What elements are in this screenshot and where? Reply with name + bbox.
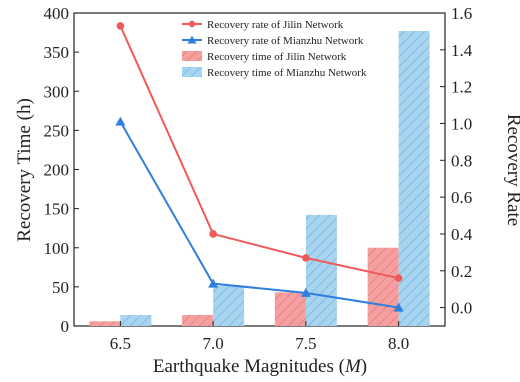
marker-jilin-0 — [116, 22, 125, 30]
bar-jilin-1 — [182, 315, 214, 326]
marker-mianzhu-1 — [208, 278, 219, 288]
axes-layer: 0 50 100 150 200 250 300 350 400 0.0 0.2 0.4 0.6 0.8 1… — [44, 4, 473, 353]
y-left-tick-label-7: 350 — [44, 43, 70, 62]
marker-mianzhu-3 — [393, 302, 404, 312]
y-right-tick-label-7: 1.4 — [451, 41, 473, 60]
y-right-tick-label-6: 1.2 — [451, 78, 472, 97]
x-tick-label-0: 6.5 — [110, 334, 131, 353]
y-right-tick-label-2: 0.4 — [451, 225, 473, 244]
y-left-tick-label-5: 250 — [44, 121, 70, 140]
y-left-tick-label-6: 300 — [44, 82, 70, 101]
bar-mianzhu-1 — [213, 286, 245, 326]
y-left-tick-label-3: 150 — [44, 200, 70, 219]
y-left-tick-label-4: 200 — [44, 161, 70, 180]
bars-layer — [89, 30, 430, 327]
marker-mianzhu-2 — [300, 287, 311, 297]
y-right-tick-label-8: 1.6 — [451, 4, 472, 23]
legend-swatch-3 — [182, 67, 202, 77]
bar-mianzhu-2 — [305, 214, 337, 326]
y-left-tick-label-1: 50 — [52, 278, 69, 297]
x-axis-label: Earthquake Magnitudes (M) — [153, 356, 367, 377]
legend-marker-0 — [188, 20, 196, 28]
legend-label-3: Recovery time of Mianzhu Network — [207, 67, 367, 79]
legend-label-2: Recovery time of Jilin Network — [207, 51, 347, 63]
y-right-tick-label-1: 0.2 — [451, 262, 472, 281]
bar-jilin-3 — [367, 247, 399, 326]
marker-jilin-3 — [394, 274, 403, 282]
marker-jilin-2 — [302, 254, 310, 262]
y-right-tick-label-4: 0.8 — [451, 151, 472, 170]
bar-mianzhu-0 — [120, 315, 152, 326]
legend-marker-1 — [187, 35, 197, 44]
y-right-tick-label-3: 0.6 — [451, 188, 472, 207]
y-left-tick-label-8: 400 — [44, 4, 70, 23]
lines-layer — [115, 22, 404, 312]
x-tick-label-2: 7.5 — [295, 334, 316, 353]
legend-label-1: Recovery rate of Mianzhu Network — [207, 35, 364, 47]
y-right-tick-label-5: 1.0 — [451, 114, 472, 133]
y-axis-right-label: Recovery Rate — [503, 114, 520, 226]
line-mianzhu — [119, 121, 399, 309]
marker-mianzhu-0 — [115, 116, 126, 126]
y-left-tick-label-0: 0 — [61, 317, 70, 336]
y-left-tick-label-2: 100 — [44, 239, 70, 258]
legend-swatch-2 — [182, 51, 202, 61]
y-axis-left-label: Recovery Time (h) — [14, 98, 35, 242]
marker-jilin-1 — [209, 230, 217, 238]
bar-jilin-2 — [274, 292, 306, 326]
x-tick-label-3: 8.0 — [388, 334, 409, 353]
legend: Recovery rate of Jilin Network Recovery r… — [182, 19, 367, 79]
legend-label-0: Recovery rate of Jilin Network — [207, 19, 344, 31]
bar-mianzhu-3 — [398, 30, 430, 327]
y-right-tick-label-0: 0.0 — [451, 299, 472, 318]
bar-jilin-0 — [89, 321, 121, 326]
line-jilin — [119, 25, 399, 280]
x-tick-label-1: 7.0 — [203, 334, 224, 353]
